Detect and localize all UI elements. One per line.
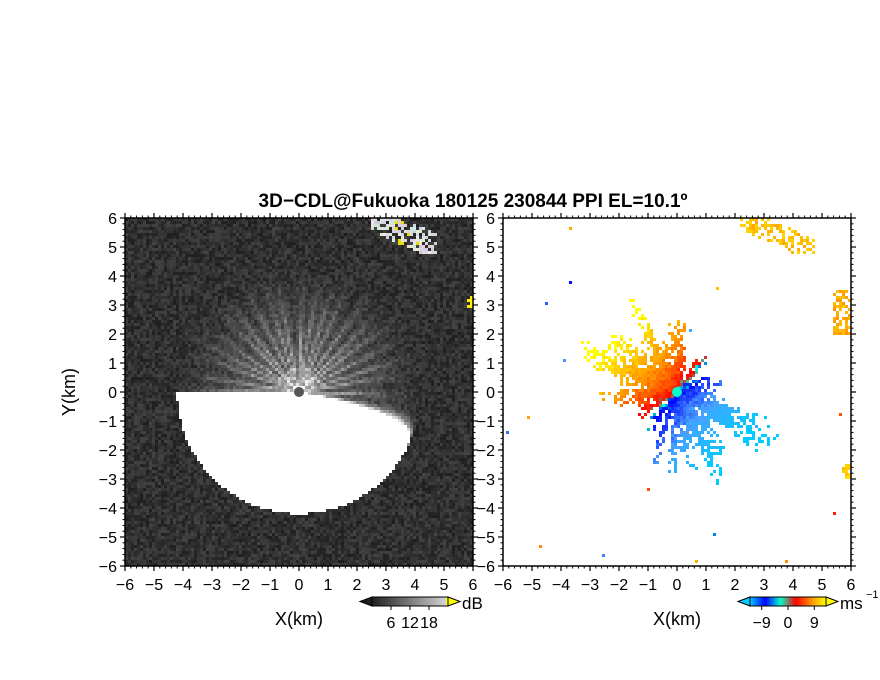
reflectivity-colorbar-tick-label: 6 [387, 615, 396, 632]
velocity-x-tick-label: −3 [581, 577, 599, 594]
velocity-y-tick-label: −2 [477, 443, 495, 460]
velocity-x-tick-label: 6 [847, 577, 856, 594]
velocity-x-tick-label: −5 [523, 577, 541, 594]
reflectivity-x-tick-label: −4 [174, 577, 192, 594]
reflectivity-y-tick-label: −1 [99, 414, 117, 431]
reflectivity-x-tick-label: 6 [469, 577, 478, 594]
reflectivity-image [125, 218, 473, 566]
velocity-colorbar-tick-label: 0 [784, 615, 793, 632]
reflectivity-y-tick-label: −2 [99, 443, 117, 460]
reflectivity-y-tick-label: −4 [99, 501, 117, 518]
velocity-colorbar-tick-label: −9 [753, 615, 771, 632]
reflectivity-y-tick-label: −6 [99, 559, 117, 576]
reflectivity-colorbar: 6 12 18 dB [358, 594, 483, 632]
reflectivity-y-tick-label: −3 [99, 472, 117, 489]
velocity-panel: −6−6 −5 −5 −4 −4 −3 −3 −2 −2 −1 −1 0 0 1 1 2 2 3 3 4 4 5 5 6 6 X… [477, 211, 879, 632]
velocity-y-tick-label: 4 [486, 269, 495, 286]
reflectivity-x-tick-label: −5 [145, 577, 163, 594]
reflectivity-colorbar-max-arrow [447, 596, 462, 607]
velocity-y-tick-label: −3 [477, 472, 495, 489]
reflectivity-x-tick-label: −3 [203, 577, 221, 594]
velocity-y-tick-label: 2 [486, 327, 495, 344]
reflectivity-x-tick-label: 4 [411, 577, 420, 594]
reflectivity-y-tick-label: 0 [108, 385, 117, 402]
reflectivity-colorbar-tick-label: 12 [401, 615, 419, 632]
radar-site-marker [672, 387, 682, 397]
reflectivity-x-tick-label: 3 [382, 577, 391, 594]
velocity-y-tick-label: 5 [486, 240, 495, 257]
velocity-colorbar-unit: ms [840, 594, 863, 613]
velocity-x-tick-label: −2 [610, 577, 628, 594]
velocity-colorbar-unit-exponent: −1 [866, 589, 879, 601]
velocity-y-tick-label: −1 [477, 414, 495, 431]
velocity-x-tick-label: 5 [818, 577, 827, 594]
reflectivity-y-tick-label: 1 [108, 356, 117, 373]
radar-site-marker [294, 387, 304, 397]
velocity-y-tick-label: 3 [486, 298, 495, 315]
velocity-x-tick-label: 3 [760, 577, 769, 594]
reflectivity-x-tick-label: −2 [232, 577, 250, 594]
velocity-y-tick-label: −5 [477, 530, 495, 547]
velocity-image [503, 218, 851, 566]
reflectivity-y-label: Y(km) [59, 368, 79, 416]
velocity-colorbar-tick-label: 9 [810, 615, 819, 632]
velocity-x-tick-label: −1 [639, 577, 657, 594]
reflectivity-colorbar-min-arrow [358, 596, 373, 607]
velocity-y-tick-label: 1 [486, 356, 495, 373]
figure-title: 3D−CDL@Fukuoka 180125 230844 PPI EL=10.1… [259, 191, 688, 212]
velocity-colorbar-min-arrow [736, 596, 751, 607]
velocity-x-tick-label: 1 [702, 577, 711, 594]
reflectivity-x-tick-label: 1 [324, 577, 333, 594]
velocity-colorbar-max-arrow [825, 596, 840, 607]
velocity-y-tick-label: −4 [477, 501, 495, 518]
reflectivity-x-label: X(km) [275, 609, 323, 629]
reflectivity-x-tick-label: −1 [261, 577, 279, 594]
reflectivity-colorbar-unit: dB [462, 594, 483, 613]
velocity-colorbar: −9 0 9 ms −1 [736, 589, 879, 632]
reflectivity-y-tick-label: 6 [108, 211, 117, 228]
reflectivity-y-tick-label: 5 [108, 240, 117, 257]
velocity-y-tick-label: 0 [486, 385, 495, 402]
reflectivity-x-tick-label: −6 [116, 577, 134, 594]
reflectivity-y-tick-label: 4 [108, 269, 117, 286]
velocity-x-tick-label: −4 [552, 577, 570, 594]
velocity-x-tick-label: −6 [494, 577, 512, 594]
reflectivity-x-tick-label: 2 [353, 577, 362, 594]
velocity-axes: −6−6 −5 −5 −4 −4 −3 −3 −2 −2 −1 −1 0 0 1 1 2 2 3 3 4 4 5 5 6 6 [477, 211, 856, 594]
reflectivity-x-tick-label: 5 [440, 577, 449, 594]
velocity-x-tick-label: 2 [731, 577, 740, 594]
velocity-x-tick-label: 4 [789, 577, 798, 594]
reflectivity-colorbar-tick-label: 18 [420, 615, 438, 632]
reflectivity-axes: −6−6 −5 −5 −4 −4 −3 −3 −2 −2 −1 −1 0 0 1 1 2 2 3 3 4 4 5 5 6 6 [99, 211, 478, 594]
reflectivity-y-tick-label: 3 [108, 298, 117, 315]
velocity-y-tick-label: −6 [477, 559, 495, 576]
velocity-y-tick-label: 6 [486, 211, 495, 228]
velocity-x-label: X(km) [653, 609, 701, 629]
reflectivity-y-tick-label: −5 [99, 530, 117, 547]
reflectivity-y-tick-label: 2 [108, 327, 117, 344]
velocity-x-tick-label: 0 [673, 577, 682, 594]
reflectivity-x-tick-label: 0 [295, 577, 304, 594]
